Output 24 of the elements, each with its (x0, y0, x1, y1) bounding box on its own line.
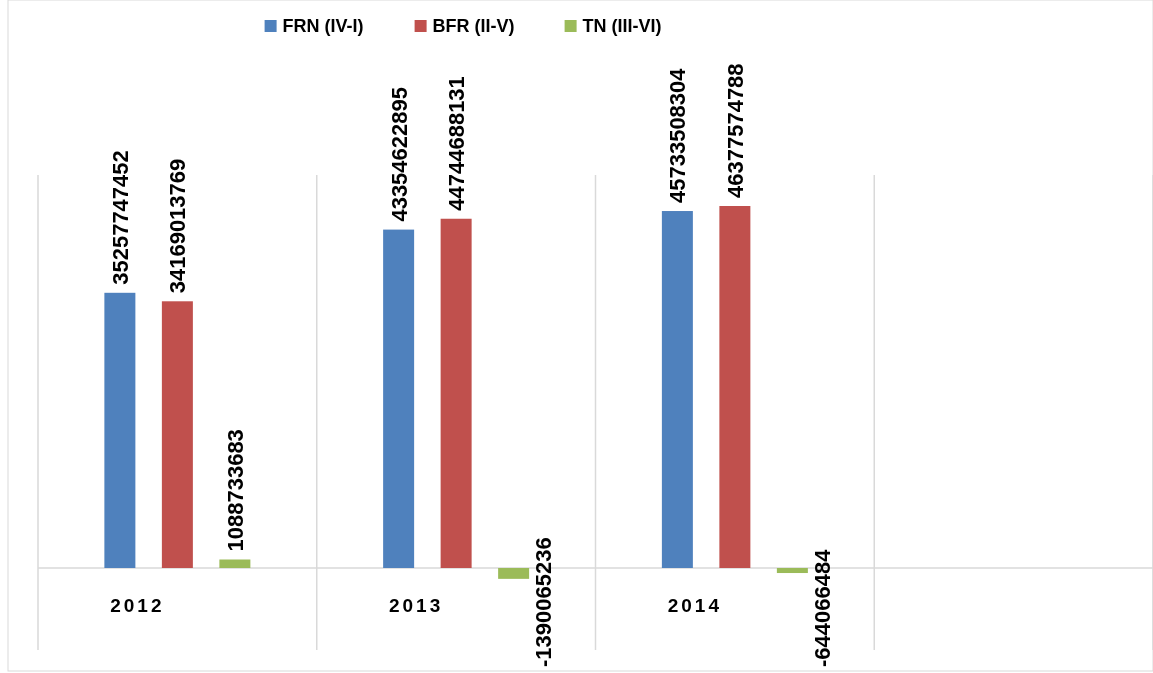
bar (661, 211, 693, 568)
data-label: -1390065236 (531, 537, 557, 667)
data-label: 45733508304 (665, 67, 691, 204)
data-label: 34169013769 (165, 158, 191, 294)
data-label: 1088733683 (222, 429, 248, 552)
data-label: 44744688131 (444, 76, 470, 211)
bar (440, 218, 472, 568)
bar (219, 559, 251, 568)
x-tick-label: 2013 (388, 595, 444, 616)
legend-label: TN (III-VI) (582, 16, 662, 36)
bar (776, 568, 808, 574)
x-tick-label: 2012 (110, 595, 165, 616)
data-label: 43354622895 (386, 87, 412, 222)
data-label: -644066484 (809, 548, 835, 667)
bar (719, 206, 751, 568)
legend-label: FRN (IV-I) (282, 16, 364, 36)
bar (104, 292, 136, 568)
bar (161, 301, 193, 568)
legend-label: BFR (II-V) (432, 16, 515, 36)
x-tick-label: 2014 (667, 595, 723, 616)
bar (498, 568, 530, 579)
bar (383, 229, 415, 568)
data-label: 35257747452 (107, 150, 133, 285)
data-label: 46377574788 (722, 63, 748, 198)
